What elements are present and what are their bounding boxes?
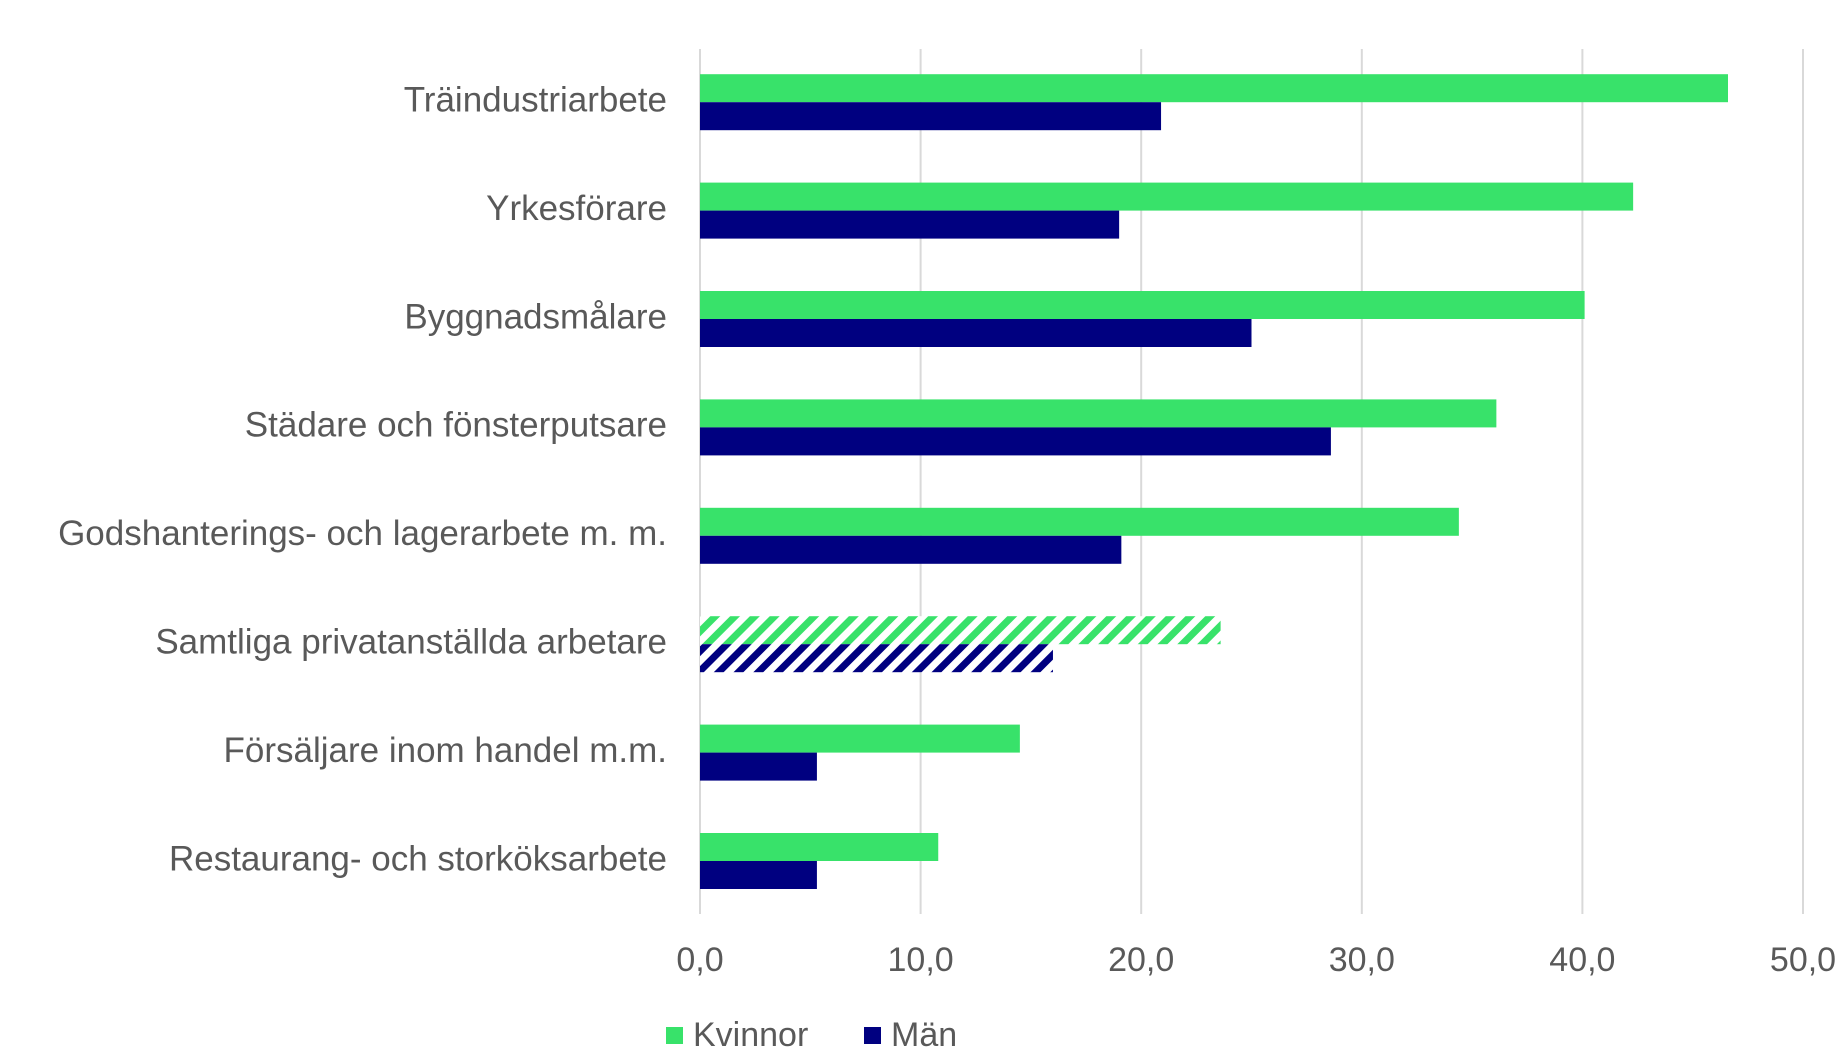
- bar: [700, 210, 1120, 239]
- x-tick-label: 0,0: [676, 941, 723, 979]
- legend-swatch: [864, 1027, 881, 1044]
- bar: [700, 182, 1634, 211]
- bar: [700, 507, 1459, 536]
- bar: [700, 399, 1497, 428]
- category-label: Restaurang- och storköksarbete: [169, 839, 667, 878]
- bar: [700, 102, 1162, 131]
- bar: [700, 833, 939, 861]
- bar: [700, 427, 1331, 456]
- category-label: Försäljare inom handel m.m.: [224, 731, 668, 770]
- category-label: Städare och fönsterputsare: [245, 406, 667, 445]
- bar: [700, 535, 1122, 564]
- category-label: Samtliga privatanställda arbetare: [155, 622, 667, 661]
- bar: [700, 861, 817, 889]
- bar: [700, 724, 1020, 753]
- category-label: Byggnadsmålare: [404, 297, 667, 336]
- x-tick-label: 40,0: [1549, 941, 1615, 979]
- bar: [700, 752, 817, 781]
- category-label: Godshanterings- och lagerarbete m. m.: [58, 514, 667, 553]
- legend-label: Kvinnor: [693, 1016, 808, 1054]
- bar: [700, 319, 1252, 347]
- bar: [700, 291, 1585, 319]
- x-tick-label: 10,0: [888, 941, 954, 979]
- x-tick-label: 30,0: [1329, 941, 1395, 979]
- legend-swatch: [666, 1027, 683, 1044]
- bar: [700, 74, 1728, 103]
- bar: [700, 616, 1221, 645]
- x-tick-label: 20,0: [1108, 941, 1174, 979]
- category-label: Träindustriarbete: [404, 80, 667, 119]
- bar: [700, 644, 1053, 673]
- x-tick-label: 50,0: [1770, 941, 1836, 979]
- category-label: Yrkesförare: [486, 189, 667, 228]
- legend-label: Män: [891, 1016, 957, 1054]
